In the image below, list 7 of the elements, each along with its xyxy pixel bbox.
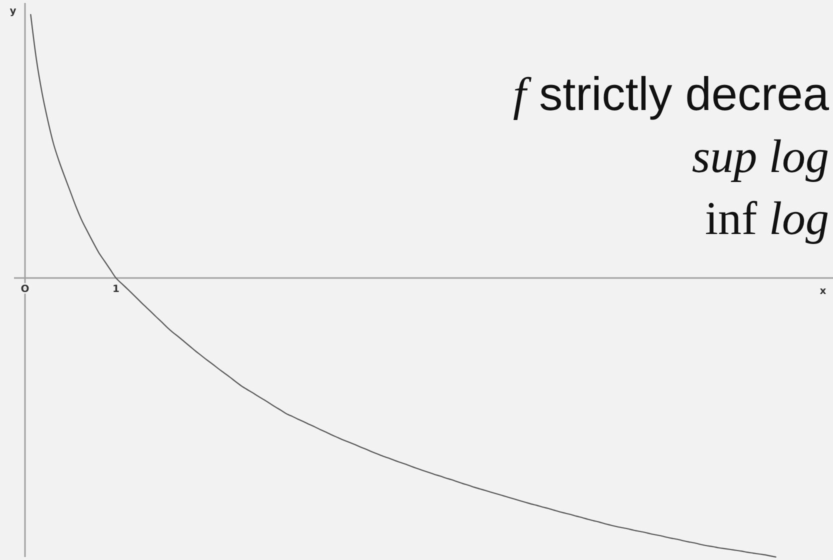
annotation: f strictly decrea — [512, 67, 830, 121]
y-axis-title: y — [10, 6, 17, 17]
x-tick-label: 1 — [112, 284, 120, 296]
x-axis-title: x — [820, 286, 827, 297]
x-tick-label: O — [20, 284, 30, 296]
annotation: inf log — [704, 193, 829, 245]
annotation: sup log — [692, 131, 829, 183]
